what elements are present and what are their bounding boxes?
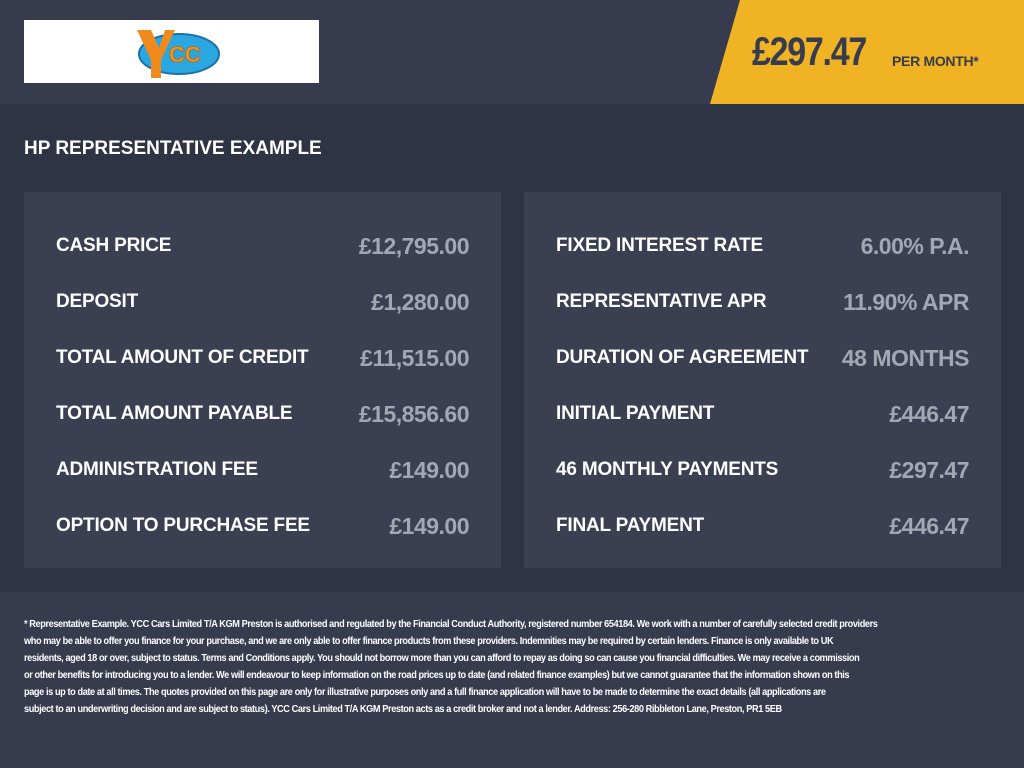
disclaimer-line: or other benefits for introducing you to…	[24, 670, 850, 681]
disclaimer-line: who may be able to offer you finance for…	[24, 636, 834, 647]
finance-panel-left: CASH PRICE £12,795.00 DEPOSIT £1,280.00 TO…	[24, 192, 501, 568]
ycc-logo-icon: CC	[136, 29, 220, 78]
disclaimer-line: * Representative Example. YCC Cars Limit…	[24, 619, 878, 630]
finance-section: HP REPRESENTATIVE EXAMPLE CASH PRICE £12,…	[0, 104, 1024, 592]
finance-row: TOTAL AMOUNT OF CREDIT £11,515.00	[56, 330, 469, 386]
row-label: FINAL PAYMENT	[556, 515, 705, 536]
disclaimer-line: subject to an underwriting decision and …	[24, 704, 782, 715]
ycc-logo[interactable]: CC	[24, 20, 319, 83]
finance-row: REPRESENTATIVE APR 11.90% APR	[556, 274, 969, 330]
header: CC £297.47 PER MONTH*	[0, 0, 1024, 104]
row-label: DEPOSIT	[56, 291, 139, 312]
finance-row: TOTAL AMOUNT PAYABLE £15,856.60	[56, 386, 470, 442]
monthly-price: £297.47	[752, 30, 867, 74]
row-value: £149.00	[389, 456, 469, 483]
svg-text:CC: CC	[169, 42, 201, 67]
row-value: £15,856.60	[358, 400, 470, 427]
row-label: DURATION OF AGREEMENT	[556, 347, 809, 368]
row-value: £12,795.00	[358, 232, 470, 259]
row-value: 48 MONTHS	[841, 344, 970, 371]
disclaimer-line: page is up to date at all times. The quo…	[24, 687, 826, 698]
finance-row: DURATION OF AGREEMENT 48 MONTHS	[556, 330, 970, 386]
finance-row: FINAL PAYMENT £446.47	[556, 498, 969, 554]
finance-row: OPTION TO PURCHASE FEE £149.00	[56, 498, 469, 554]
row-label: TOTAL AMOUNT PAYABLE	[56, 403, 293, 424]
finance-panel-right: FIXED INTEREST RATE 6.00% P.A. REPRESENTA…	[524, 192, 1001, 568]
disclaimer: * Representative Example. YCC Cars Limit…	[24, 616, 952, 718]
row-value: 11.90% APR	[843, 288, 969, 315]
row-label: FIXED INTEREST RATE	[556, 235, 763, 256]
finance-row: ADMINISTRATION FEE £149.00	[56, 442, 469, 498]
per-month-label: PER MONTH*	[892, 53, 979, 69]
row-value: 6.00% P.A.	[860, 232, 970, 259]
finance-row: 46 MONTHLY PAYMENTS £297.47	[556, 442, 969, 498]
row-label: 46 MONTHLY PAYMENTS	[556, 459, 779, 480]
row-value: £446.47	[889, 400, 969, 427]
monthly-price-banner: £297.47 PER MONTH*	[710, 0, 1024, 104]
row-label: ADMINISTRATION FEE	[56, 459, 258, 480]
row-value: £446.47	[889, 512, 969, 539]
row-label: REPRESENTATIVE APR	[556, 291, 767, 312]
disclaimer-line: residents, aged 18 or over, subject to s…	[24, 653, 860, 664]
row-label: INITIAL PAYMENT	[556, 403, 715, 424]
row-label: CASH PRICE	[56, 235, 172, 256]
finance-row: FIXED INTEREST RATE 6.00% P.A.	[556, 218, 970, 274]
row-label: TOTAL AMOUNT OF CREDIT	[56, 347, 309, 368]
row-value: £11,515.00	[360, 344, 469, 371]
row-label: OPTION TO PURCHASE FEE	[56, 515, 310, 536]
finance-row: CASH PRICE £12,795.00	[56, 218, 470, 274]
row-value: £149.00	[389, 512, 469, 539]
finance-row: DEPOSIT £1,280.00	[56, 274, 469, 330]
section-title: HP REPRESENTATIVE EXAMPLE	[24, 138, 322, 159]
row-value: £297.47	[889, 456, 969, 483]
finance-row: INITIAL PAYMENT £446.47	[556, 386, 969, 442]
row-value: £1,280.00	[371, 288, 469, 315]
